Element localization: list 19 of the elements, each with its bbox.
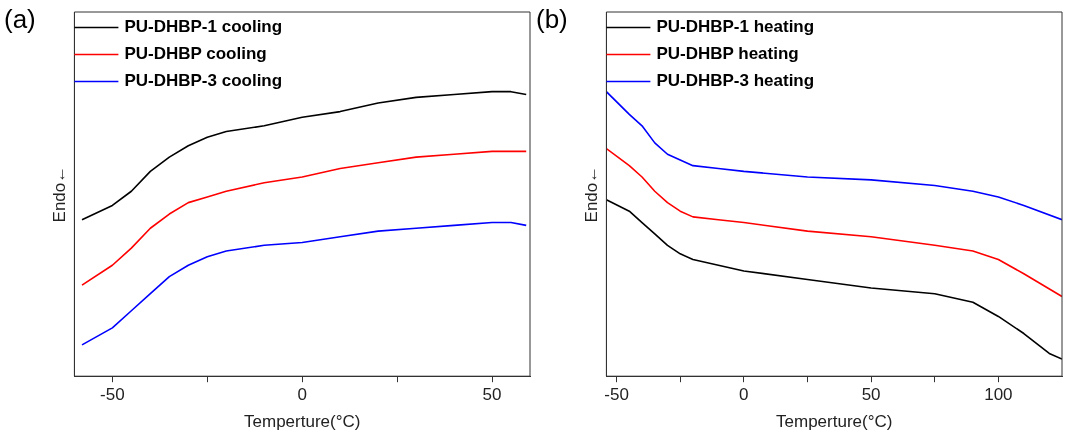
x-tick-label: 50 — [861, 385, 881, 405]
chart-title: (b) — [536, 4, 568, 35]
x-tick-label: -50 — [100, 385, 125, 405]
x-tick-label: 100 — [984, 385, 1013, 405]
x-tick-label: 0 — [297, 385, 307, 405]
chart-title: (a) — [4, 4, 36, 35]
legend-label: PU-DHBP-3 cooling — [124, 71, 283, 91]
legend-label: PU-DHBP-3 heating — [656, 71, 815, 91]
legend-label: PU-DHBP-1 heating — [656, 17, 815, 37]
x-axis-title: Temperture(°C) — [776, 412, 893, 432]
legend-label: PU-DHBP-1 cooling — [124, 17, 283, 37]
legend-label: PU-DHBP heating — [656, 44, 799, 64]
legend-label: PU-DHBP cooling — [124, 44, 267, 64]
y-axis-title: Endo← — [581, 165, 601, 223]
x-axis-title: Temperture(°C) — [244, 412, 361, 432]
x-tick-label: 50 — [482, 385, 502, 405]
x-tick-label: 0 — [739, 385, 749, 405]
y-axis-title: Endo← — [49, 165, 69, 223]
x-tick-label: -50 — [604, 385, 629, 405]
